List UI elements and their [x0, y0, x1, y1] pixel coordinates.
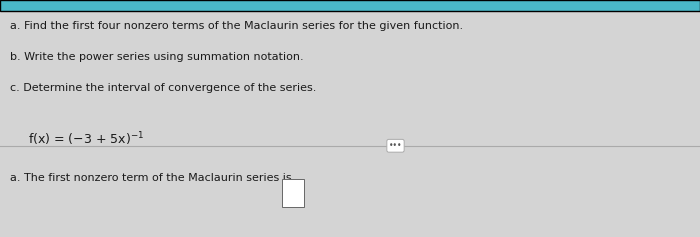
- FancyBboxPatch shape: [0, 0, 700, 11]
- Text: b. Write the power series using summation notation.: b. Write the power series using summatio…: [10, 52, 304, 62]
- Text: c. Determine the interval of convergence of the series.: c. Determine the interval of convergence…: [10, 83, 317, 93]
- Text: a. Find the first four nonzero terms of the Maclaurin series for the given funct: a. Find the first four nonzero terms of …: [10, 21, 463, 31]
- Text: a. The first nonzero term of the Maclaurin series is: a. The first nonzero term of the Maclaur…: [10, 173, 292, 183]
- FancyBboxPatch shape: [282, 179, 304, 207]
- Text: f(x) = ($-$3 + 5x)$^{-1}$: f(x) = ($-$3 + 5x)$^{-1}$: [28, 131, 144, 148]
- Text: •••: •••: [389, 141, 402, 150]
